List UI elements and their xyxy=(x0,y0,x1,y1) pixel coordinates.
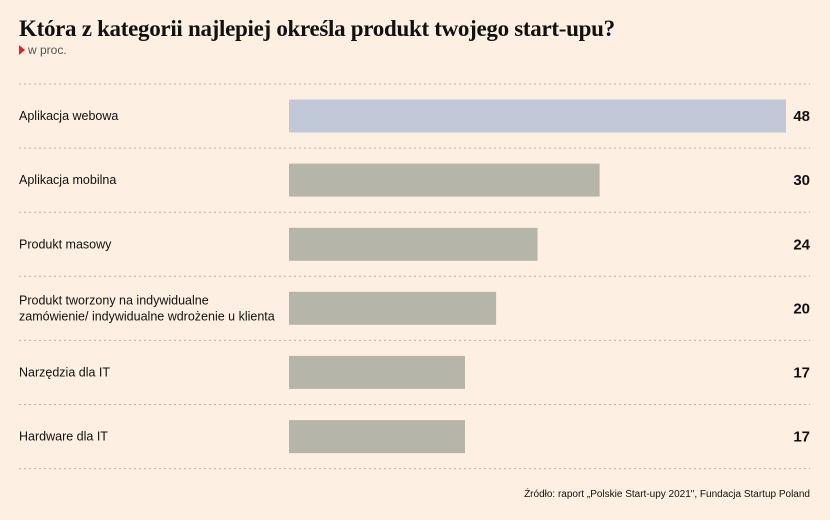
source-note: Źródło: raport „Polskie Start-upy 2021",… xyxy=(524,489,810,500)
value-label: 48 xyxy=(793,108,810,125)
value-label: 20 xyxy=(793,300,810,317)
category-label: Aplikacja mobilna xyxy=(19,173,116,187)
value-label: 24 xyxy=(793,236,810,253)
category-label: Produkt masowy xyxy=(19,237,112,251)
bar xyxy=(289,163,600,197)
bar xyxy=(289,355,465,389)
category-label: Narzędzia dla IT xyxy=(19,365,110,379)
bar xyxy=(289,99,786,133)
category-label: Aplikacja webowa xyxy=(19,109,118,123)
triangle-marker-icon xyxy=(19,45,25,55)
chart-subtitle: w proc. xyxy=(19,43,67,57)
bar xyxy=(289,227,538,261)
unit-label: w proc. xyxy=(28,43,67,57)
category-label: Hardware dla IT xyxy=(19,430,108,444)
category-label: Produkt tworzony na indywidualne zamówien… xyxy=(19,293,275,323)
bar xyxy=(289,420,465,454)
value-label: 17 xyxy=(793,364,810,381)
bar xyxy=(289,291,497,325)
value-label: 30 xyxy=(793,172,810,189)
chart-title: Która z kategorii najlepiej określa prod… xyxy=(19,16,615,41)
value-label: 17 xyxy=(793,429,810,446)
